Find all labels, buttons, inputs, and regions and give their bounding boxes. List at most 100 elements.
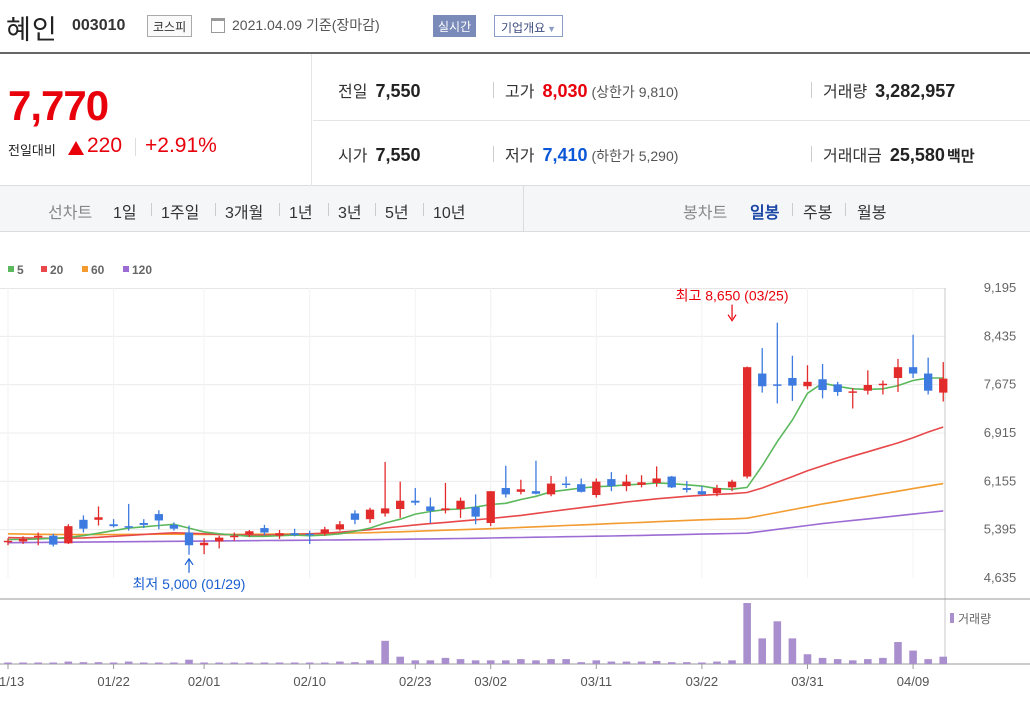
prev-close-value: 7,550	[375, 81, 421, 101]
volume-bar	[667, 662, 676, 664]
candle-body	[365, 509, 375, 520]
volume-bar	[185, 659, 193, 664]
y-tick-label: 4,635	[984, 570, 1017, 585]
volume-bar	[109, 662, 118, 664]
divider	[135, 138, 136, 156]
candle-body	[546, 483, 556, 495]
candle-body	[94, 517, 103, 520]
candle-body	[637, 482, 646, 485]
candle-body	[471, 507, 480, 517]
x-tick-label: 03/22	[686, 674, 719, 689]
candle-body	[516, 489, 526, 492]
candle-body	[848, 391, 857, 393]
candle-body	[908, 367, 918, 374]
tab-3y[interactable]: 3년	[338, 205, 362, 222]
open-value: 7,550	[375, 145, 421, 165]
legend-label: 20	[50, 263, 64, 277]
tab-daily[interactable]: 일봉	[750, 205, 780, 222]
candle-body	[456, 500, 465, 509]
tab-10y[interactable]: 10년	[433, 205, 466, 222]
divider	[493, 82, 494, 98]
volume-bar	[894, 642, 902, 664]
candle-body	[139, 522, 148, 525]
volume-bar	[517, 659, 525, 664]
tab-weekly[interactable]: 주봉	[803, 205, 833, 222]
volume-bars: 거래량	[4, 603, 991, 664]
high-price: 고가 8,030 (상한가 9,810)	[505, 78, 678, 102]
high-arrow-head	[727, 314, 737, 322]
candle-body	[260, 528, 269, 533]
x-tick-label: 03/11	[581, 674, 613, 689]
candle-body	[411, 500, 420, 503]
candle-body	[923, 373, 933, 391]
volume-bar	[124, 661, 133, 664]
volume-bar	[94, 662, 103, 664]
divider	[493, 146, 494, 162]
volume-bar	[366, 660, 374, 664]
candle-body	[501, 488, 510, 495]
divider	[811, 146, 812, 162]
x-tick-label: 02/10	[293, 674, 326, 689]
company-overview-label: 기업개요	[501, 21, 546, 35]
volume-bar	[713, 661, 721, 664]
y-tick-label: 7,675	[984, 377, 1017, 392]
amount-value: 25,580	[889, 145, 945, 165]
volume-bar	[758, 638, 767, 664]
divider	[423, 203, 424, 216]
lower-limit: (하한가 5,290)	[591, 148, 679, 164]
candle-body	[531, 491, 541, 494]
volume-bar	[64, 661, 73, 664]
y-tick-label: 8,435	[984, 328, 1017, 343]
tab-monthly[interactable]: 월봉	[857, 205, 887, 222]
legend-swatch	[82, 266, 88, 272]
volume-bar	[155, 662, 163, 664]
candle-body	[230, 535, 239, 538]
company-overview-dropdown[interactable]: 기업개요 ▼	[494, 15, 564, 37]
candle-body	[818, 379, 827, 391]
volume-bar	[818, 657, 827, 664]
volume-bar	[486, 660, 495, 664]
open-price: 시가 7,550	[338, 142, 421, 166]
y-tick-label: 6,155	[984, 473, 1017, 488]
legend-label: 60	[91, 263, 105, 277]
candle-body	[742, 367, 752, 477]
stock-header: 혜인 003010 코스피 2021.04.09 기준(장마감) 실시간 기업개…	[0, 0, 1030, 52]
candle-body	[878, 383, 888, 386]
candle-body	[426, 506, 435, 511]
candle-body	[396, 500, 405, 509]
realtime-button[interactable]: 실시간	[433, 15, 477, 37]
volume-bar	[728, 660, 736, 664]
volume-bar	[607, 661, 616, 664]
candle-body	[577, 484, 586, 492]
stock-name: 혜인	[6, 15, 58, 45]
candle-chart-label: 봉차트	[683, 205, 728, 222]
tab-1y[interactable]: 1년	[289, 205, 313, 222]
volume-bar	[622, 661, 631, 664]
x-tick-label: 04/09	[897, 674, 930, 689]
candle-body	[305, 533, 314, 536]
legend-label: 120	[132, 263, 152, 277]
volume-bar	[230, 662, 239, 664]
volume-bar	[532, 660, 540, 664]
ma-line-120	[7, 510, 944, 544]
volume-bar	[909, 650, 917, 664]
candle-body	[335, 524, 345, 530]
tab-5y[interactable]: 5년	[385, 205, 409, 222]
tab-3m[interactable]: 3개월	[225, 205, 264, 222]
tab-1d[interactable]: 1일	[113, 205, 137, 222]
volume-bar	[351, 662, 359, 664]
y-tick-label: 6,915	[984, 425, 1017, 440]
open-label: 시가	[338, 148, 368, 165]
volume-bar	[879, 657, 887, 664]
volume-bar	[743, 603, 751, 664]
divider	[523, 186, 524, 232]
volume-legend-label: 거래량	[958, 612, 991, 626]
low-value: 7,410	[542, 145, 588, 165]
candle-body	[652, 478, 661, 483]
amount-label: 거래대금	[823, 148, 882, 165]
candle-body	[245, 531, 254, 535]
candle-body	[622, 481, 631, 487]
x-tick-label: 01/13	[0, 674, 24, 689]
volume-legend-swatch	[950, 613, 954, 623]
tab-1w[interactable]: 1주일	[161, 205, 200, 222]
